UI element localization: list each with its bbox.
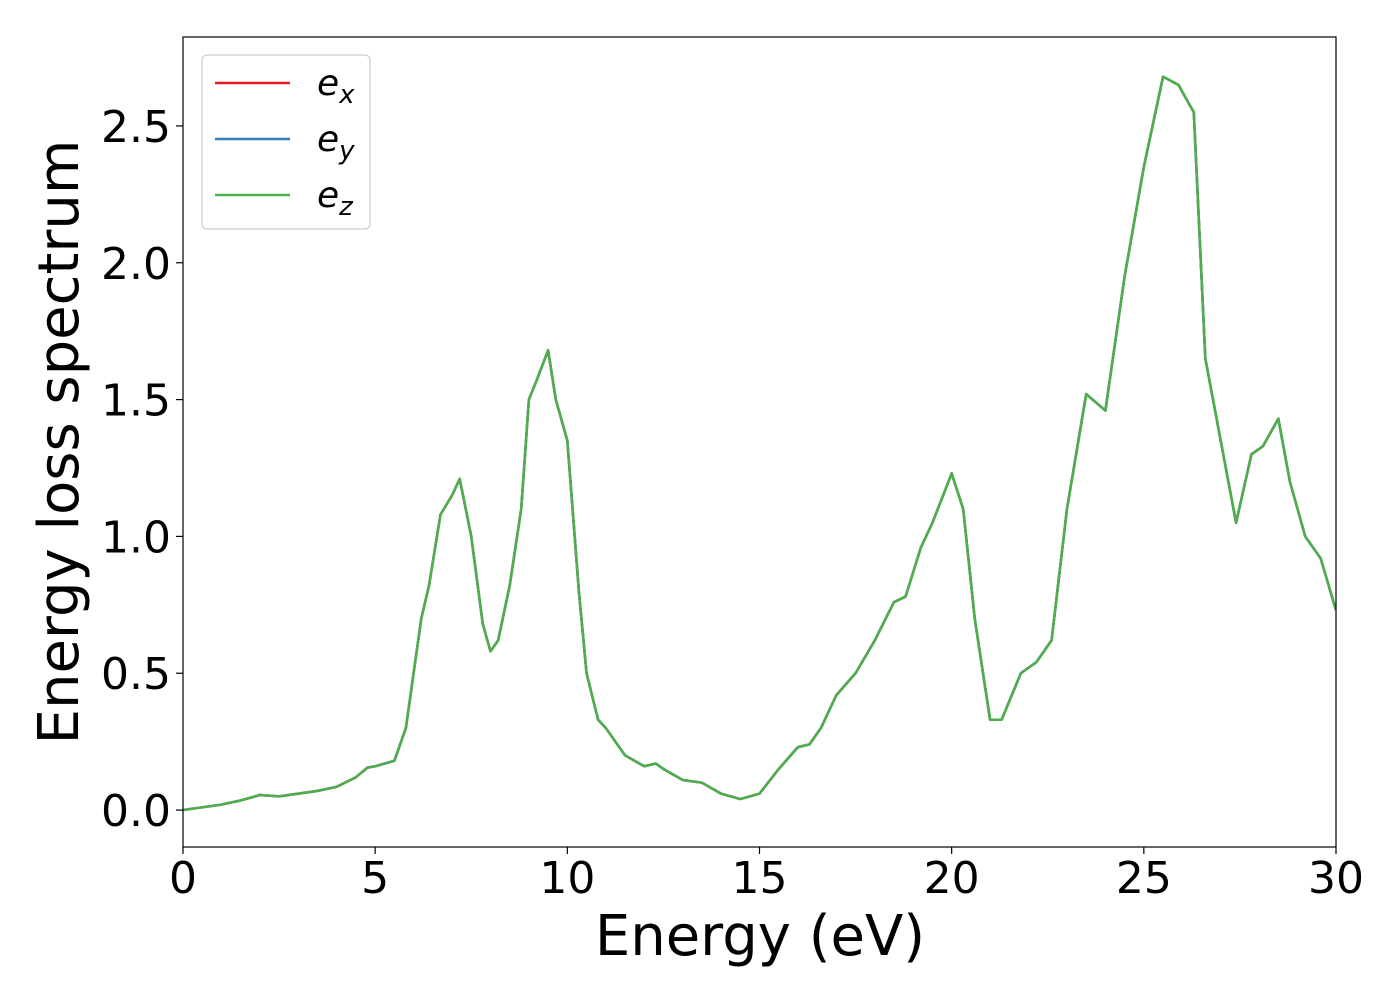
legend-label: ex: [317, 63, 355, 110]
x-tick-label: 0: [169, 853, 197, 904]
series-line: [183, 75, 1336, 812]
y-tick-label: 0.0: [101, 786, 171, 837]
legend-label: ey: [317, 119, 355, 166]
x-axis-label: Energy (eV): [595, 904, 925, 969]
y-tick-label: 1.5: [101, 376, 171, 427]
x-tick-label: 15: [732, 853, 788, 904]
y-tick-label: 0.5: [101, 649, 171, 700]
legend: ex ey ez: [201, 54, 371, 230]
legend-box: [201, 54, 371, 230]
y-tick-label: 2.0: [101, 239, 171, 290]
legend-label: ez: [317, 175, 354, 222]
x-tick-label: 5: [361, 853, 389, 904]
x-tick-label: 30: [1308, 853, 1364, 904]
plot-frame: [182, 36, 1337, 848]
y-tick-label: 1.0: [101, 512, 171, 563]
x-tick-label: 10: [539, 853, 595, 904]
x-tick-label: 25: [1116, 853, 1172, 904]
x-tick-label: 20: [924, 853, 980, 904]
y-tick-label: 2.5: [101, 102, 171, 153]
y-axis-label: Energy loss spectrum: [27, 140, 92, 745]
